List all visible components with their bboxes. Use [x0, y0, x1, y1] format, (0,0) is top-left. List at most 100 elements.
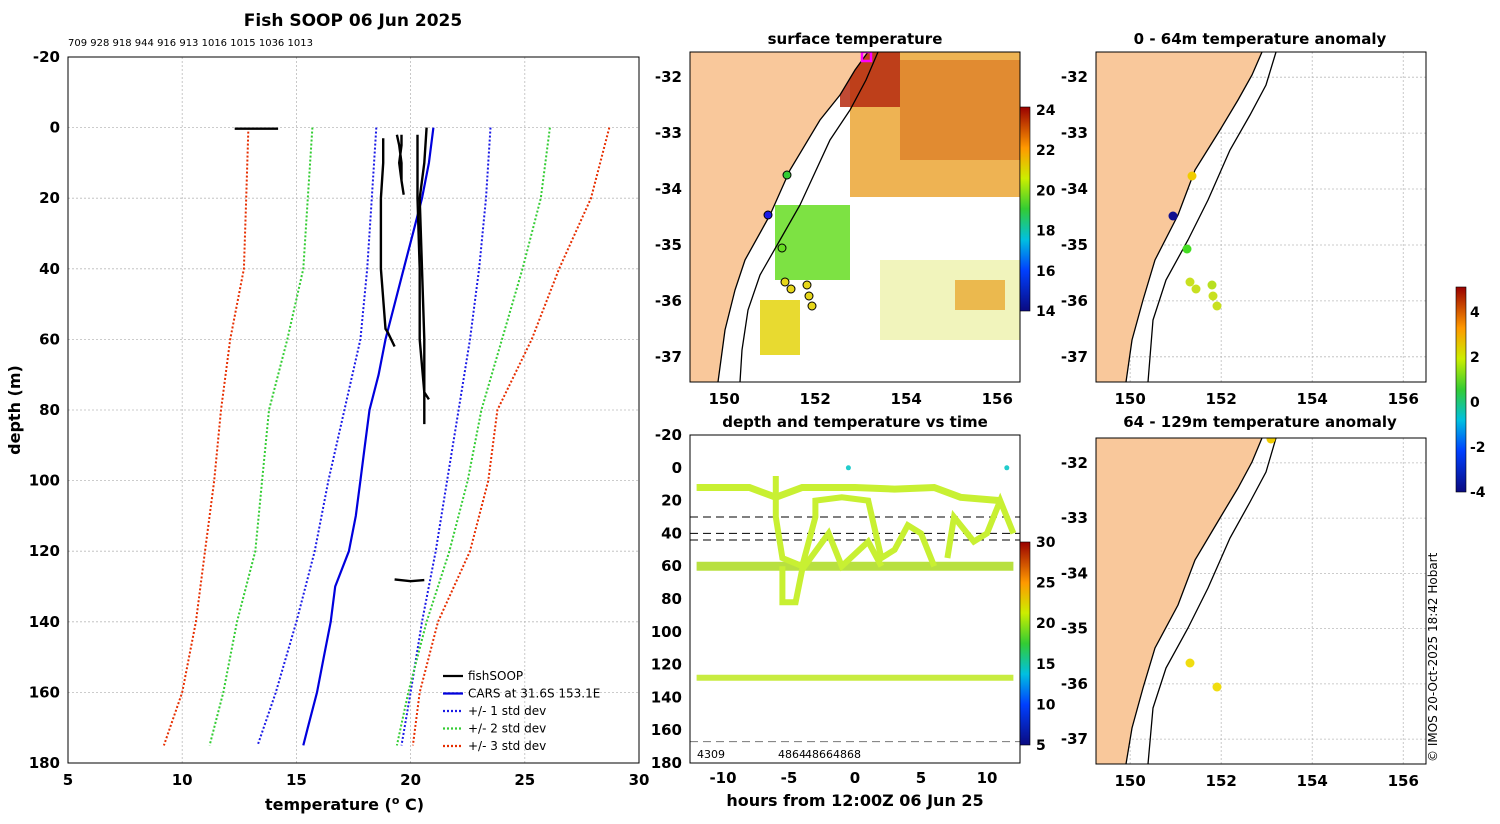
- series-line: [400, 127, 492, 746]
- anomaly-marker: [1187, 171, 1197, 181]
- lon-tick-label: 156: [1388, 390, 1419, 408]
- anomaly-map-deep: 64 - 129m temperature anomaly 150 152 154 1…: [1061, 413, 1427, 790]
- lat-tick-label: -35: [655, 236, 682, 254]
- time-colorbar: [1019, 541, 1031, 746]
- colorbar-tick-label: 15: [1036, 657, 1055, 673]
- station-marker: [807, 301, 817, 311]
- colorbar-tick-label: -4: [1470, 485, 1486, 501]
- surface-point: [845, 465, 851, 471]
- station-marker: [777, 243, 787, 253]
- lon-tick-label: 152: [800, 390, 831, 408]
- observation-track: [772, 476, 937, 571]
- current-position-marker: [860, 52, 873, 63]
- anomaly-marker: [1185, 277, 1195, 287]
- isobath-contour: [1147, 52, 1277, 382]
- lon-tick-label: 156: [982, 390, 1013, 408]
- series-line: [411, 127, 611, 746]
- lat-tick-label: -35: [1061, 620, 1088, 638]
- profile-legend: fishSOOP CARS at 31.6S 153.1E +/- 1 std de…: [443, 669, 600, 753]
- lon-tick-label: 154: [1297, 772, 1328, 790]
- y-tick-label: 80: [661, 590, 682, 608]
- colorbar-tick-label: 5: [1036, 738, 1046, 754]
- series-line: [302, 127, 435, 746]
- lat-tick-label: -33: [1061, 124, 1088, 142]
- lon-tick-label: 156: [1388, 772, 1419, 790]
- y-tick-label: 100: [29, 472, 60, 490]
- anomaly-colorbar-bar: [1455, 286, 1467, 493]
- lon-tick-label: 154: [1297, 390, 1328, 408]
- y-tick-label: 40: [661, 524, 682, 542]
- lat-tick-label: -36: [1061, 675, 1088, 693]
- anomaly-marker: [1182, 244, 1192, 254]
- bottom-id-label: 4866: [805, 748, 833, 761]
- copyright-notice: © IMOS 20-Oct-2025 18:42 Hobart: [1426, 552, 1440, 762]
- station-marker: [804, 291, 814, 301]
- anomaly-map-shallow-frame: [1095, 51, 1427, 383]
- y-tick-label: 100: [651, 623, 682, 641]
- colorbar-tick-label: 25: [1036, 576, 1055, 592]
- lon-tick-label: 150: [708, 390, 739, 408]
- anomaly-map-deep-body: [1096, 438, 1426, 764]
- legend-label: +/- 1 std dev: [468, 704, 546, 718]
- land-mass: [1096, 52, 1262, 382]
- time-chart-title: depth and temperature vs time: [722, 413, 988, 431]
- sst-scattered: [955, 280, 1005, 310]
- sst-map: surface temperature: [655, 30, 1056, 408]
- lat-tick-label: -32: [655, 68, 682, 86]
- observation-track: [779, 527, 885, 606]
- drop-id-list: 709 928 918 944 916 913 1016 1015 1036 1…: [68, 38, 313, 49]
- profile-series: [162, 127, 611, 746]
- colorbar-tick-label: 24: [1036, 103, 1056, 119]
- lat-tick-label: -37: [1061, 348, 1088, 366]
- coastline: [1125, 438, 1263, 764]
- isobath-contour: [1147, 438, 1277, 764]
- anomaly-map-deep-frame: [1095, 437, 1427, 765]
- coastline: [1125, 52, 1263, 382]
- series-line: [208, 127, 314, 746]
- y-tick-label: 120: [651, 656, 682, 674]
- colorbar-tick-label: 20: [1036, 183, 1056, 199]
- fishsoop-profile: [394, 578, 425, 583]
- bottom-id-label: 4864: [778, 748, 806, 761]
- series-line: [162, 127, 250, 746]
- anomaly-marker: [1266, 438, 1276, 444]
- colorbar-tick-label: 18: [1036, 224, 1055, 240]
- lat-tick-label: -33: [1061, 509, 1088, 527]
- sst-map-ticks: 150 152 154 156 -32 -33 -34 -35 -36 -37: [655, 68, 1013, 408]
- x-tick-label: -10: [709, 769, 736, 787]
- colorbar-tick-label: 0: [1470, 395, 1480, 411]
- bottom-id-label: 4868: [833, 748, 861, 761]
- x-tick-label: 20: [400, 771, 421, 789]
- y-tick-label: 20: [39, 189, 60, 207]
- fishsoop-profile: [416, 134, 430, 401]
- sst-colorbar-ticks: 24 22 20 18 16 14: [1036, 103, 1056, 320]
- sst-map-title: surface temperature: [768, 30, 943, 48]
- legend-label: fishSOOP: [468, 669, 523, 683]
- y-tick-label: 60: [39, 330, 60, 348]
- anomaly-map-shallow: 0 - 64m temperature anomaly 150 152 154 156…: [1061, 30, 1427, 408]
- anomaly-marker: [1212, 682, 1222, 692]
- anomaly-map-shallow-body: [1096, 52, 1426, 382]
- lat-tick-label: -34: [655, 180, 682, 198]
- surface-point: [1004, 465, 1010, 471]
- x-tick-label: 0: [850, 769, 860, 787]
- anomaly-map-shallow-title: 0 - 64m temperature anomaly: [1134, 30, 1387, 48]
- anomaly-map-deep-title: 64 - 129m temperature anomaly: [1123, 413, 1397, 431]
- series-line: [256, 127, 378, 746]
- anomaly-marker: [1185, 658, 1195, 668]
- lon-tick-label: 152: [1206, 772, 1237, 790]
- bottom-id-label: 4309: [697, 748, 725, 761]
- station-marker: [782, 170, 792, 180]
- profile-axes-box: [67, 56, 640, 764]
- profile-grid: [67, 56, 640, 764]
- profile-ylabel: depth (m): [5, 365, 24, 455]
- anomaly-marker: [1207, 280, 1217, 290]
- coastline: [717, 52, 869, 382]
- sst-warm-patch: [900, 60, 1020, 160]
- lat-tick-label: -34: [1061, 564, 1088, 582]
- y-tick-label: 160: [651, 721, 682, 739]
- observation-track: [696, 483, 1001, 505]
- colorbar-tick-label: 2: [1470, 350, 1480, 366]
- y-tick-label: 180: [651, 754, 682, 772]
